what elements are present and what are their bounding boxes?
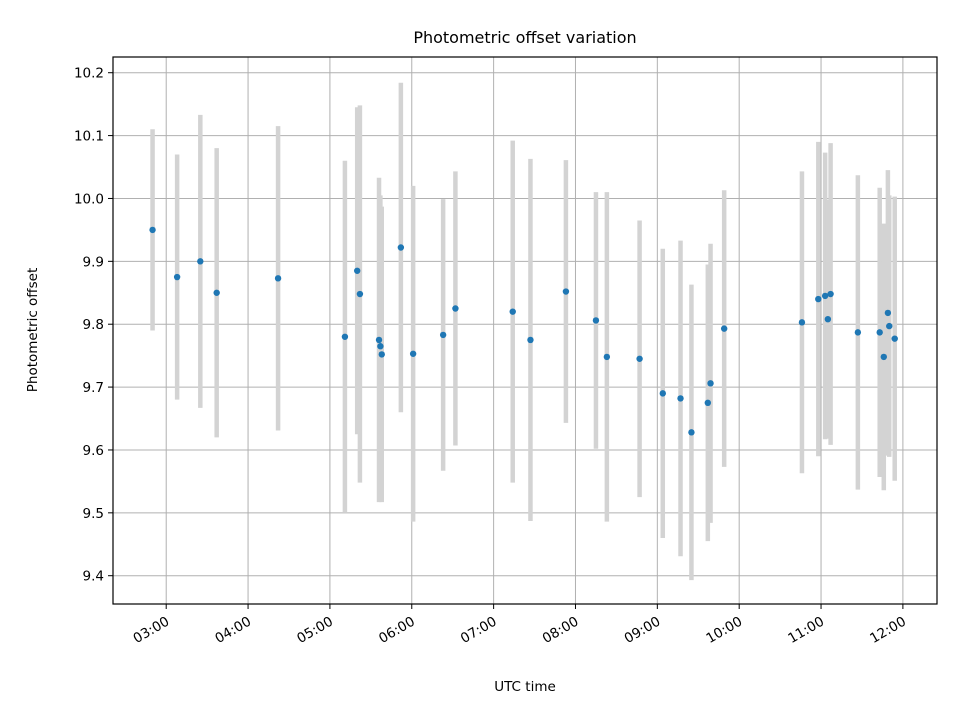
- data-point: [562, 288, 570, 295]
- data-point: [884, 309, 892, 317]
- error-bars: [150, 82, 897, 581]
- x-tick-label: 12:00: [867, 614, 909, 647]
- data-point: [439, 331, 447, 339]
- plot-frame: [112, 56, 938, 605]
- x-axis-label: UTC time: [494, 679, 556, 695]
- data-point: [707, 380, 714, 387]
- data-point: [880, 353, 887, 361]
- x-tick-label: 05:00: [294, 614, 336, 647]
- y-tick-label: 9.7: [83, 380, 104, 396]
- data-point: [891, 335, 898, 342]
- data-point: [815, 295, 822, 303]
- grid: [113, 57, 937, 604]
- data-point: [688, 429, 695, 436]
- data-point: [886, 322, 893, 330]
- data-point: [527, 336, 534, 344]
- y-axis-ticks: 9.4 9.5 9.6 9.7 9.8 9.9 10.0 10.1 10.2: [74, 66, 113, 585]
- y-tick-label: 10.2: [74, 66, 104, 82]
- x-axis-ticks: 03:00 04:00 05:00 06:00 07:00 08:00 09:00 10:00…: [131, 604, 909, 647]
- data-points: [149, 226, 898, 436]
- x-tick-label: 04:00: [212, 614, 254, 647]
- data-point: [592, 317, 600, 324]
- x-tick-label: 11:00: [785, 614, 827, 647]
- y-tick-label: 9.4: [83, 569, 104, 585]
- data-point: [677, 395, 684, 402]
- data-point: [509, 308, 516, 315]
- data-point: [827, 290, 834, 298]
- y-tick-label: 9.9: [83, 254, 104, 270]
- y-tick-label: 9.6: [83, 443, 104, 459]
- data-point: [659, 390, 666, 397]
- data-point: [341, 333, 349, 340]
- data-point: [397, 244, 405, 251]
- data-point: [704, 399, 712, 407]
- data-point: [356, 290, 364, 298]
- data-point: [603, 353, 611, 361]
- chart-title: Photometric offset variation: [413, 28, 636, 47]
- data-point: [409, 350, 417, 357]
- data-point: [821, 292, 829, 300]
- data-point: [854, 329, 862, 336]
- x-tick-label: 09:00: [622, 614, 664, 647]
- x-tick-label: 03:00: [131, 614, 173, 647]
- data-point: [378, 351, 385, 358]
- x-tick-label: 08:00: [540, 614, 582, 647]
- x-tick-label: 07:00: [458, 614, 500, 647]
- data-point: [720, 325, 728, 332]
- data-point: [353, 267, 361, 274]
- data-point: [824, 315, 832, 323]
- data-point: [149, 226, 156, 234]
- data-point: [636, 355, 643, 362]
- data-point: [197, 258, 204, 265]
- data-point: [876, 329, 883, 336]
- x-tick-label: 06:00: [376, 614, 418, 647]
- y-tick-label: 10.1: [74, 129, 104, 145]
- data-point: [173, 273, 181, 281]
- x-tick-label: 10:00: [703, 614, 745, 647]
- data-point: [274, 275, 282, 282]
- data-point: [213, 289, 220, 296]
- data-point: [375, 336, 383, 344]
- y-tick-label: 9.8: [83, 317, 104, 333]
- y-tick-label: 9.5: [83, 506, 104, 522]
- y-axis-label: Photometric offset: [25, 268, 41, 392]
- data-point: [377, 343, 384, 350]
- data-point: [798, 319, 806, 326]
- data-point: [452, 305, 459, 312]
- y-tick-label: 10.0: [74, 191, 104, 207]
